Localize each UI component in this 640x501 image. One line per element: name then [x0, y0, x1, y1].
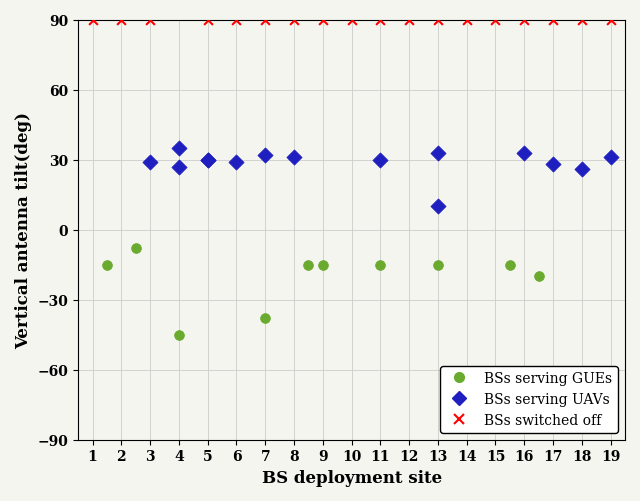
Point — [260, 17, 270, 25]
Point — [375, 156, 385, 164]
Point — [174, 145, 184, 153]
Point — [116, 17, 127, 25]
Point — [260, 315, 270, 323]
Point — [605, 154, 616, 162]
Point — [433, 261, 443, 269]
Point — [174, 331, 184, 339]
Point — [433, 17, 443, 25]
Point — [231, 159, 241, 167]
Point — [605, 17, 616, 25]
Point — [303, 261, 314, 269]
X-axis label: BS deployment site: BS deployment site — [262, 469, 442, 486]
Point — [433, 149, 443, 157]
Point — [490, 17, 500, 25]
Y-axis label: Vertical antenna tilt(deg): Vertical antenna tilt(deg) — [15, 112, 32, 348]
Point — [231, 17, 241, 25]
Point — [519, 17, 529, 25]
Point — [577, 17, 587, 25]
Point — [202, 156, 212, 164]
Point — [404, 17, 414, 25]
Point — [519, 149, 529, 157]
Point — [577, 165, 587, 173]
Point — [534, 273, 544, 281]
Point — [548, 17, 558, 25]
Point — [88, 17, 98, 25]
Point — [289, 154, 299, 162]
Point — [317, 261, 328, 269]
Point — [174, 163, 184, 171]
Point — [317, 17, 328, 25]
Legend: BSs serving GUEs, BSs serving UAVs, BSs switched off: BSs serving GUEs, BSs serving UAVs, BSs … — [440, 366, 618, 433]
Point — [260, 152, 270, 160]
Point — [375, 261, 385, 269]
Point — [548, 161, 558, 169]
Point — [461, 17, 472, 25]
Point — [202, 17, 212, 25]
Point — [145, 17, 156, 25]
Point — [145, 159, 156, 167]
Point — [131, 245, 141, 253]
Point — [346, 17, 356, 25]
Point — [202, 156, 212, 164]
Point — [289, 17, 299, 25]
Point — [433, 203, 443, 211]
Point — [505, 261, 515, 269]
Point — [375, 17, 385, 25]
Point — [102, 261, 112, 269]
